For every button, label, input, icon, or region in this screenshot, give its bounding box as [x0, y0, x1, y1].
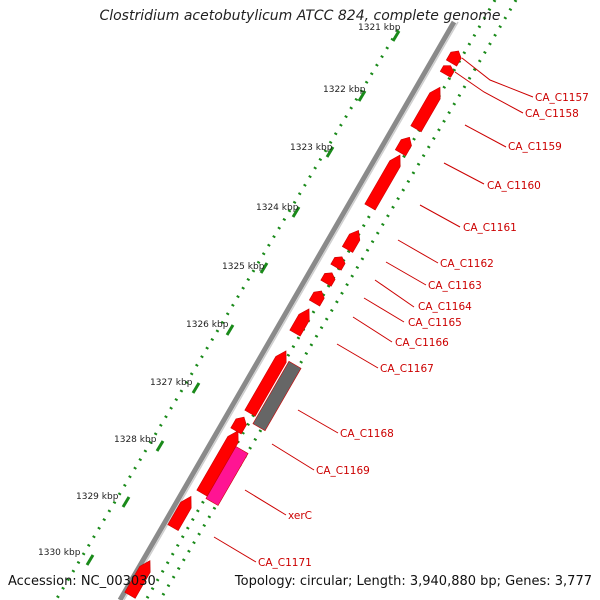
gene-next — [124, 560, 151, 599]
gene-CA_C1162 — [341, 230, 361, 253]
ruler-label: 1327 kbp — [150, 378, 193, 388]
ruler-tick — [357, 90, 367, 102]
gene-label: CA_C1157 — [535, 92, 589, 104]
ruler-tick — [259, 262, 269, 274]
gene-label: CA_C1158 — [525, 108, 579, 120]
leader-line — [464, 124, 507, 148]
gene-CA_C1158 — [439, 65, 455, 78]
leader-line — [461, 57, 534, 98]
gene-leader-lines — [213, 57, 534, 563]
leader-line — [244, 489, 287, 516]
gene-CA_C1163 — [330, 256, 346, 271]
leader-line — [363, 297, 405, 323]
leader-line — [385, 261, 427, 286]
gene-CA_C1159 — [410, 86, 441, 133]
gene-CA_C1157 — [445, 50, 462, 67]
gene-label: CA_C1167 — [380, 363, 434, 375]
gene-CA_C1161 — [364, 154, 401, 211]
leader-line — [374, 279, 415, 308]
gene-features — [124, 50, 462, 599]
gene-CA_C1168 — [252, 360, 302, 432]
ruler-tick — [85, 554, 95, 566]
ruler-labels: 1321 kbp 1322 kbp 1323 kbp 1324 kbp 1325 kbp… — [38, 23, 401, 558]
gene-label: CA_C1161 — [463, 222, 517, 234]
ruler-tick — [121, 496, 131, 508]
leader-line — [397, 239, 439, 264]
gene-label: CA_C1162 — [440, 258, 494, 270]
ruler-tick — [155, 440, 165, 452]
genome-backbone — [117, 20, 457, 600]
leader-line — [454, 71, 524, 114]
gene-CA_C1166 — [289, 308, 310, 337]
gene-label: CA_C1166 — [395, 337, 449, 349]
gene-label: CA_C1160 — [487, 180, 541, 192]
gene-label: CA_C1168 — [340, 428, 394, 440]
ruler-tick — [191, 382, 201, 394]
leader-line — [419, 204, 461, 228]
ruler-label: 1321 kbp — [358, 23, 401, 33]
ruler-label: 1324 kbp — [256, 203, 299, 213]
ruler-label: 1325 kbp — [222, 262, 265, 272]
leader-line — [443, 162, 485, 185]
ruler-label: 1330 kbp — [38, 548, 81, 558]
ruler-label: 1322 kbp — [323, 85, 366, 95]
map-title: Clostridium acetobutylicum ATCC 824, com… — [99, 8, 501, 24]
gene-CA_C1171 — [167, 495, 192, 531]
topology-text: Topology: circular; Length: 3,940,880 bp… — [234, 574, 592, 589]
ruler-label: 1329 kbp — [76, 492, 119, 502]
gene-label: xerC — [288, 510, 312, 522]
gene-label: CA_C1164 — [418, 301, 472, 313]
ruler-label: 1326 kbp — [186, 320, 229, 330]
gene-CA_C1164 — [320, 272, 336, 287]
ruler-label: 1328 kbp — [114, 435, 157, 445]
gene-CA_C1168-part — [230, 416, 247, 435]
leader-line — [297, 409, 339, 434]
gene-label: CA_C1171 — [258, 557, 312, 569]
inner-dotted-ring — [54, 29, 400, 600]
gene-labels: CA_C1157 CA_C1158 CA_C1159 CA_C1160 CA_C1161… — [258, 92, 589, 569]
ruler-label: 1323 kbp — [290, 143, 333, 153]
gene-label: CA_C1169 — [316, 465, 370, 477]
leader-line — [271, 443, 315, 471]
ruler-tick — [225, 324, 235, 336]
gene-CA_C1169 — [196, 430, 239, 497]
accession-text: Accession: NC_003030 — [8, 574, 156, 589]
gene-label: CA_C1165 — [408, 317, 462, 329]
gene-label: CA_C1163 — [428, 280, 482, 292]
leader-line — [352, 316, 393, 343]
gene-xerC — [205, 446, 249, 506]
leader-line — [213, 536, 257, 563]
leader-line — [336, 343, 379, 369]
ruler-ticks — [85, 30, 401, 566]
gene-CA_C1167 — [244, 350, 287, 417]
ruler-tick — [391, 30, 401, 42]
gene-CA_C1160 — [394, 136, 412, 157]
ruler-tick — [291, 206, 301, 218]
gene-label: CA_C1159 — [508, 141, 562, 153]
ruler-tick — [325, 146, 335, 158]
gene-CA_C1165 — [308, 290, 325, 307]
